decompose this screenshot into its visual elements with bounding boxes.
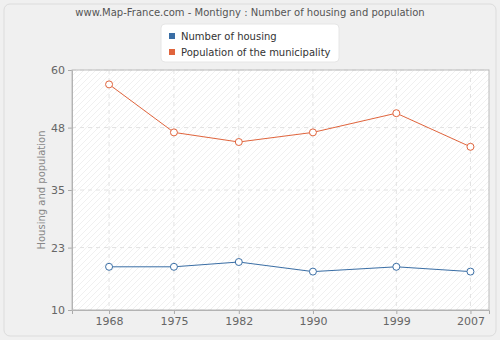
point — [106, 81, 113, 88]
tick-mark — [68, 70, 72, 71]
axis-line — [73, 311, 490, 315]
tick-label: 1999 — [383, 315, 411, 328]
tick-mark — [174, 310, 175, 314]
title: www.Map-France.com - Montigny : Number o… — [75, 7, 424, 18]
tick-mark — [68, 190, 72, 191]
grid-line — [72, 190, 489, 191]
tick-mark — [470, 310, 471, 314]
tick: 1999 — [383, 310, 411, 328]
tick-mark — [239, 310, 240, 314]
legend: Number of housing Population of the munic… — [161, 24, 339, 62]
tick-mark — [109, 310, 110, 314]
y-axis: 10 23 35 48 60 — [51, 64, 73, 317]
tick: 1968 — [96, 310, 124, 328]
legend-label: Number of housing — [181, 31, 277, 42]
tick-label: 60 — [51, 64, 65, 77]
series-line — [109, 262, 470, 272]
tick: 35 — [51, 184, 72, 197]
grid-line — [173, 70, 174, 310]
legend-swatch — [169, 33, 175, 39]
tick: 10 — [51, 304, 72, 317]
tick-label: 1975 — [160, 315, 188, 328]
series-group — [106, 81, 474, 275]
tick: 2007 — [457, 310, 485, 328]
tick-label: 23 — [51, 242, 65, 255]
tick-label: 48 — [51, 122, 65, 135]
plot-frame — [72, 70, 489, 310]
tick-label: 1990 — [299, 315, 327, 328]
tick: 60 — [51, 64, 72, 77]
point — [467, 143, 474, 150]
x-axis: 1968 1975 1982 1990 1999 2007 — [73, 310, 490, 328]
grid-line — [72, 247, 489, 248]
panel — [4, 4, 496, 336]
legend-swatch — [169, 49, 175, 55]
plot-background — [72, 70, 489, 310]
tick-label: 1968 — [96, 315, 124, 328]
tick: 1982 — [225, 310, 253, 328]
tick-label: 10 — [51, 304, 65, 317]
tick-mark — [396, 310, 397, 314]
chart: 10 23 35 48 60 1968 1975 1982 1990 1999 2007 www.Ma… — [0, 0, 500, 340]
series-line — [109, 84, 470, 146]
tick-mark — [313, 310, 314, 314]
tick: 1975 — [160, 310, 188, 328]
grid-line — [396, 70, 397, 310]
point — [393, 110, 400, 117]
grid-line — [109, 70, 110, 310]
grid — [72, 70, 489, 310]
point — [235, 259, 242, 266]
point — [393, 263, 400, 270]
tick: 23 — [51, 242, 72, 255]
point — [170, 129, 177, 136]
point — [106, 263, 113, 270]
tick-label: 35 — [51, 184, 65, 197]
point — [309, 268, 316, 275]
point — [309, 129, 316, 136]
tick: 1990 — [299, 310, 327, 328]
tick-mark — [68, 128, 72, 129]
point — [170, 263, 177, 270]
y-axis-title: Housing and population — [36, 130, 47, 249]
tick: 48 — [51, 122, 72, 135]
tick-mark — [68, 248, 72, 249]
point — [235, 139, 242, 146]
plot: 10 23 35 48 60 1968 1975 1982 1990 1999 2007 — [51, 64, 490, 328]
tick-label: 2007 — [457, 315, 485, 328]
background — [0, 0, 500, 340]
legend-box — [161, 24, 339, 62]
tick-mark — [68, 310, 72, 311]
point — [467, 268, 474, 275]
grid-line — [238, 70, 239, 310]
tick-label: 1982 — [225, 315, 253, 328]
legend-label: Population of the municipality — [181, 47, 331, 58]
